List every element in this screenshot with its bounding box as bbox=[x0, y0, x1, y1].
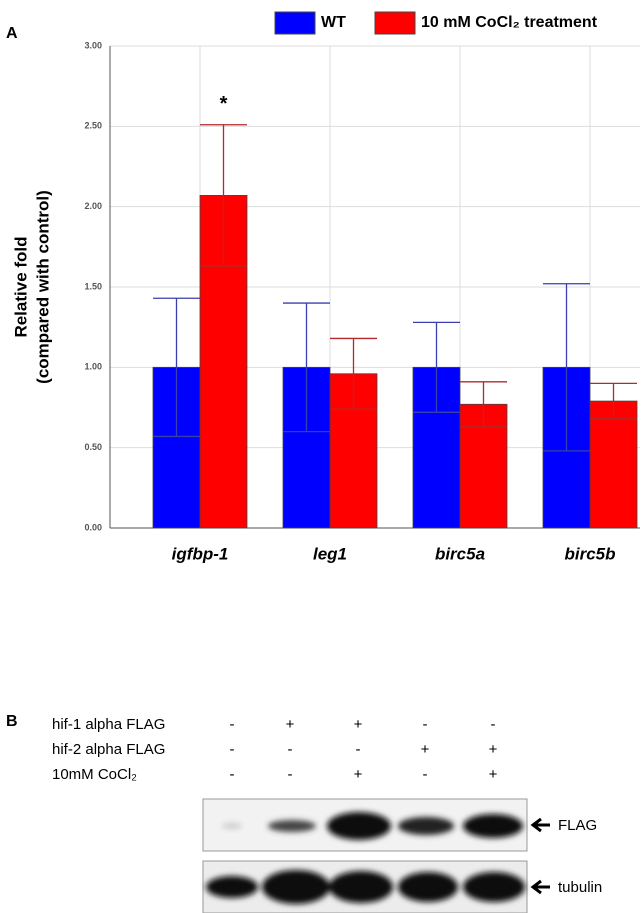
panel-label: B bbox=[6, 713, 18, 730]
y-axis-label: Relative fold bbox=[11, 236, 30, 337]
error-bar bbox=[413, 321, 460, 413]
condition-label: 10mM CoCl₂ bbox=[52, 766, 137, 783]
error-bar bbox=[330, 337, 377, 410]
legend-label: WT bbox=[321, 14, 346, 31]
condition-sign: - bbox=[288, 741, 293, 758]
band-label: tubulin bbox=[558, 879, 602, 896]
x-tick-label: birc5a bbox=[435, 544, 485, 563]
error-bar bbox=[153, 297, 200, 438]
y-tick-label: 2.00 bbox=[84, 201, 102, 211]
y-tick-label: 3.00 bbox=[84, 40, 102, 50]
error-bar bbox=[543, 283, 590, 452]
x-tick-label: igfbp-1 bbox=[172, 544, 229, 563]
y-tick-label: 0.00 bbox=[84, 522, 102, 532]
condition-label: hif-2 alpha FLAG bbox=[52, 741, 165, 758]
error-bar bbox=[590, 382, 637, 420]
legend-swatch bbox=[374, 11, 416, 35]
y-tick-label: 1.50 bbox=[84, 281, 102, 291]
legend-label: 10 mM CoCl₂ treatment bbox=[421, 14, 598, 31]
y-tick-label: 0.50 bbox=[84, 442, 102, 452]
condition-sign: + bbox=[421, 741, 430, 758]
condition-sign: - bbox=[356, 741, 361, 758]
condition-sign: + bbox=[489, 741, 498, 758]
condition-sign: - bbox=[423, 766, 428, 783]
condition-sign: + bbox=[354, 766, 363, 783]
bar bbox=[589, 400, 638, 529]
error-bar bbox=[460, 381, 507, 428]
condition-sign: - bbox=[288, 766, 293, 783]
blot-bands bbox=[206, 812, 525, 904]
x-tick-label: birc5b bbox=[564, 544, 615, 563]
condition-sign: - bbox=[230, 741, 235, 758]
condition-sign: + bbox=[286, 716, 295, 733]
condition-sign: - bbox=[423, 716, 428, 733]
error-bar bbox=[283, 302, 330, 433]
arrow bbox=[530, 879, 550, 895]
arrow bbox=[530, 817, 550, 833]
condition-label: hif-1 alpha FLAG bbox=[52, 716, 165, 733]
y-axis-label: (compared with control) bbox=[33, 190, 52, 384]
condition-sign: - bbox=[230, 716, 235, 733]
condition-sign: + bbox=[489, 766, 498, 783]
band-label: FLAG bbox=[558, 817, 597, 834]
annotation: * bbox=[220, 93, 228, 115]
y-tick-label: 1.00 bbox=[84, 362, 102, 372]
condition-sign: - bbox=[230, 766, 235, 783]
legend-swatch bbox=[274, 11, 316, 35]
error-bar bbox=[200, 124, 247, 267]
condition-sign: - bbox=[491, 716, 496, 733]
y-tick-label: 2.50 bbox=[84, 121, 102, 131]
x-tick-label: leg1 bbox=[313, 544, 347, 563]
panel-label: A bbox=[6, 25, 18, 42]
condition-sign: + bbox=[354, 716, 363, 733]
